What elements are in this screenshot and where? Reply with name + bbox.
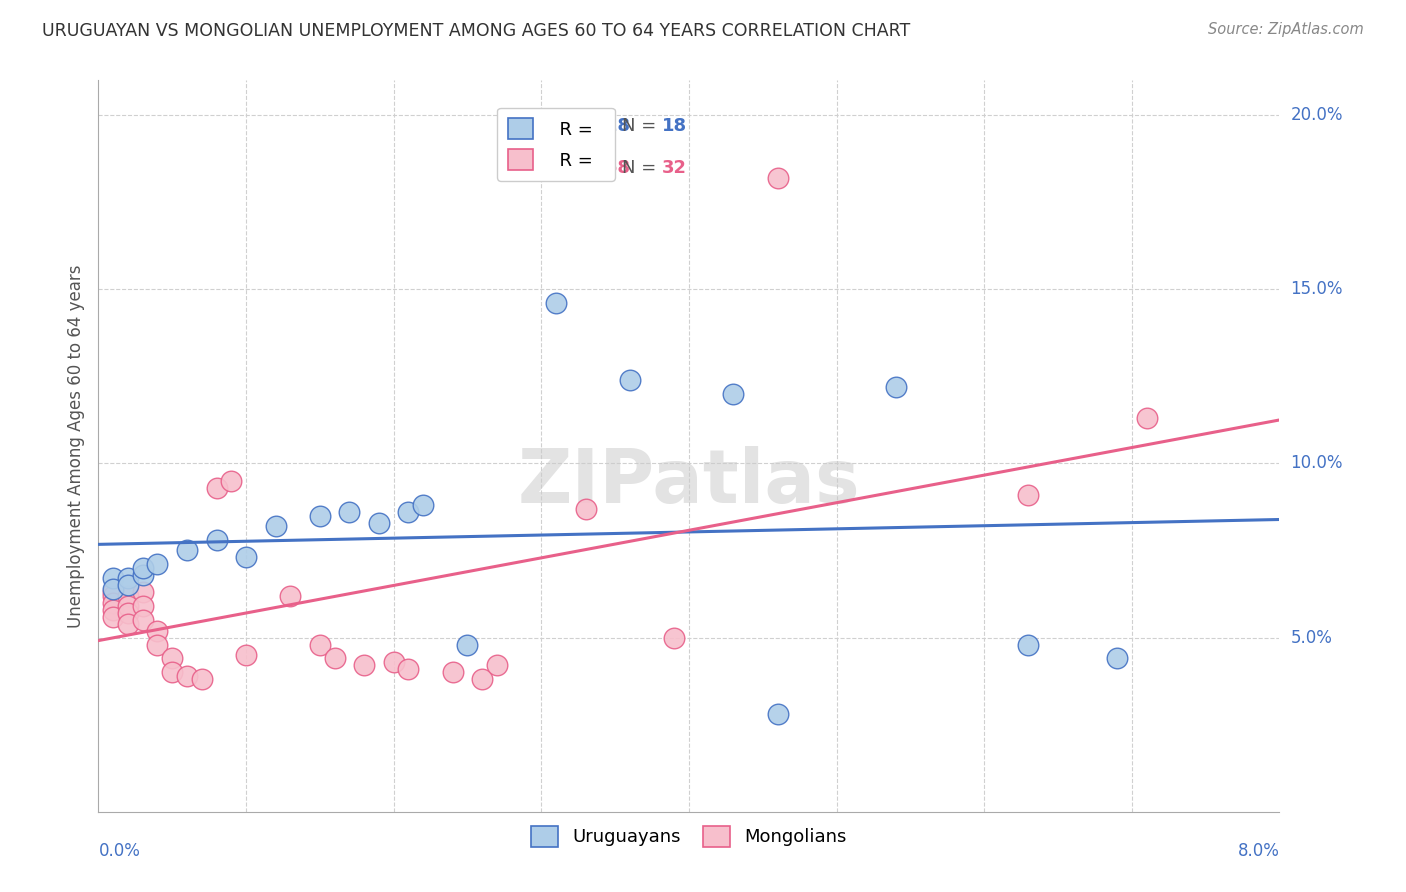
Point bbox=[235, 550, 257, 565]
Legend: Uruguayans, Mongolians: Uruguayans, Mongolians bbox=[524, 819, 853, 854]
Text: N =: N = bbox=[621, 118, 662, 136]
Point bbox=[280, 589, 302, 603]
Point bbox=[146, 558, 169, 572]
Text: N =: N = bbox=[621, 159, 662, 177]
Text: 10.0%: 10.0% bbox=[1291, 454, 1343, 473]
Point bbox=[103, 609, 125, 624]
Text: 8.0%: 8.0% bbox=[1237, 842, 1279, 860]
Point bbox=[1018, 488, 1040, 502]
Point bbox=[398, 662, 420, 676]
Point bbox=[353, 658, 375, 673]
Point bbox=[117, 616, 139, 631]
Point bbox=[664, 631, 686, 645]
Point bbox=[176, 543, 198, 558]
Point bbox=[103, 596, 125, 610]
Point bbox=[117, 578, 139, 592]
Point bbox=[146, 624, 169, 638]
Point bbox=[103, 571, 125, 585]
Point bbox=[132, 599, 155, 614]
Point bbox=[132, 567, 155, 582]
Point bbox=[132, 585, 155, 599]
Point bbox=[103, 582, 125, 596]
Text: R =: R = bbox=[522, 118, 567, 136]
Point bbox=[546, 296, 568, 310]
Point bbox=[766, 707, 789, 722]
Point bbox=[103, 589, 125, 603]
Point bbox=[221, 474, 243, 488]
Point bbox=[264, 519, 287, 533]
Point bbox=[457, 638, 479, 652]
Text: ZIPatlas: ZIPatlas bbox=[517, 446, 860, 519]
Point bbox=[103, 603, 125, 617]
Point bbox=[382, 655, 405, 669]
Point bbox=[619, 373, 641, 387]
Text: 15.0%: 15.0% bbox=[1291, 280, 1343, 298]
Point bbox=[205, 533, 228, 547]
Point bbox=[132, 613, 155, 627]
Point bbox=[486, 658, 509, 673]
Text: 0.468: 0.468 bbox=[574, 159, 630, 177]
Text: 18: 18 bbox=[662, 118, 688, 136]
Point bbox=[368, 516, 391, 530]
Point bbox=[117, 571, 139, 585]
Point bbox=[146, 638, 169, 652]
Point bbox=[117, 589, 139, 603]
Text: 0.0%: 0.0% bbox=[98, 842, 141, 860]
Point bbox=[412, 498, 434, 512]
Text: 32: 32 bbox=[662, 159, 686, 177]
Point bbox=[723, 386, 745, 401]
Text: 0.118: 0.118 bbox=[574, 118, 630, 136]
Point bbox=[1107, 651, 1129, 665]
Text: 20.0%: 20.0% bbox=[1291, 106, 1343, 124]
Point bbox=[323, 651, 346, 665]
Point bbox=[339, 505, 361, 519]
Point bbox=[117, 606, 139, 620]
Text: 5.0%: 5.0% bbox=[1291, 629, 1333, 647]
Point bbox=[766, 170, 789, 185]
Point bbox=[884, 380, 907, 394]
Point bbox=[132, 561, 155, 575]
Point bbox=[235, 648, 257, 662]
Point bbox=[1018, 638, 1040, 652]
Point bbox=[191, 673, 214, 687]
Point bbox=[103, 585, 125, 599]
Point bbox=[575, 501, 598, 516]
Point bbox=[117, 599, 139, 614]
Text: R =: R = bbox=[522, 159, 567, 177]
Point bbox=[309, 508, 332, 523]
Text: URUGUAYAN VS MONGOLIAN UNEMPLOYMENT AMONG AGES 60 TO 64 YEARS CORRELATION CHART: URUGUAYAN VS MONGOLIAN UNEMPLOYMENT AMON… bbox=[42, 22, 911, 40]
Point bbox=[471, 673, 494, 687]
Point bbox=[309, 638, 332, 652]
Y-axis label: Unemployment Among Ages 60 to 64 years: Unemployment Among Ages 60 to 64 years bbox=[66, 264, 84, 628]
Text: Source: ZipAtlas.com: Source: ZipAtlas.com bbox=[1208, 22, 1364, 37]
Point bbox=[441, 665, 464, 680]
Point bbox=[162, 651, 183, 665]
Point bbox=[205, 481, 228, 495]
Point bbox=[176, 669, 198, 683]
Point bbox=[1136, 411, 1159, 425]
Point bbox=[162, 665, 183, 680]
Point bbox=[398, 505, 420, 519]
